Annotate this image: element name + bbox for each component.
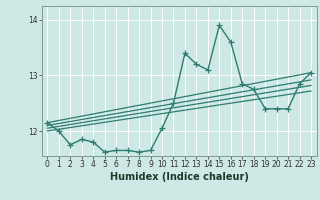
X-axis label: Humidex (Indice chaleur): Humidex (Indice chaleur): [110, 172, 249, 182]
